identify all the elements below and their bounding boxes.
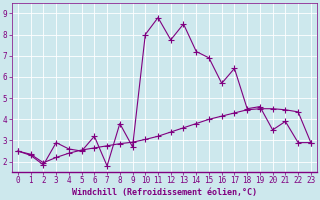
X-axis label: Windchill (Refroidissement éolien,°C): Windchill (Refroidissement éolien,°C) [72,188,257,197]
